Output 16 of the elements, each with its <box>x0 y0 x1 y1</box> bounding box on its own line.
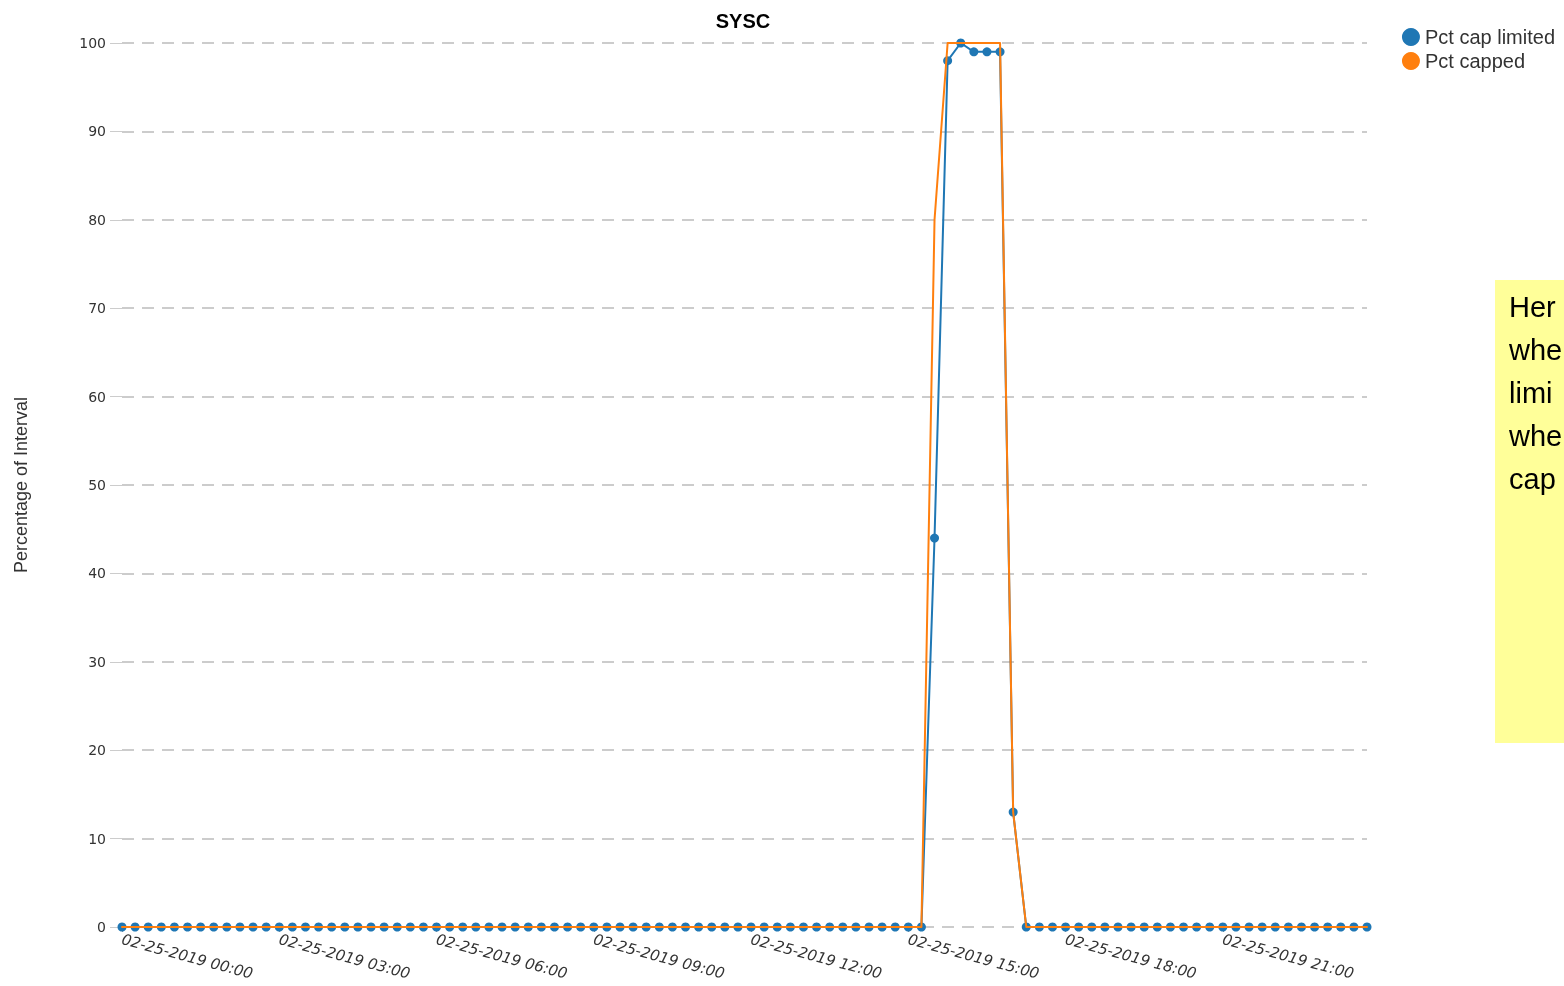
y-tick-label: 10 <box>88 830 106 847</box>
chart-title: SYSC <box>715 10 771 32</box>
y-tick-label: 40 <box>88 565 106 582</box>
y-tick-label: 90 <box>88 123 106 140</box>
y-axis-title: Percentage of Interval <box>11 396 31 574</box>
y-tick-label: 0 <box>97 919 106 935</box>
y-tick-label: 50 <box>88 477 106 493</box>
y-tick-label: 80 <box>88 211 106 228</box>
y-tick-label: 70 <box>88 300 106 317</box>
y-tick-label: 60 <box>88 388 106 405</box>
text: Her whe limi whe cap <box>1495 280 1564 743</box>
y-tick-label: 100 <box>79 35 106 51</box>
legend-label: Pct cap limited <box>1424 26 1556 48</box>
y-tick-label: 20 <box>88 742 106 759</box>
legend-label: Pct capped <box>1424 50 1526 72</box>
y-tick-label: 30 <box>88 653 106 670</box>
